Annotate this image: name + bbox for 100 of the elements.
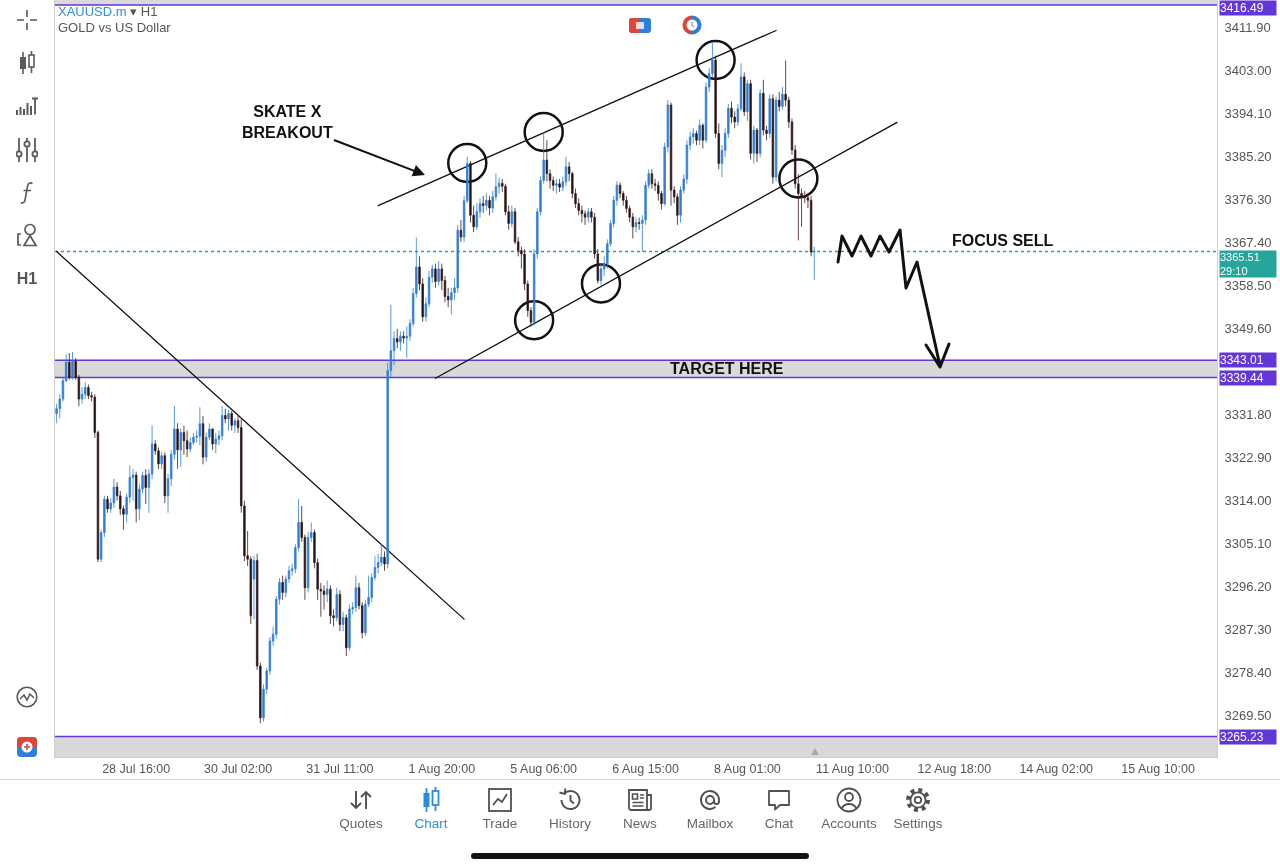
- candlestick: [112, 478, 116, 509]
- y-tick-label: 3376.30: [1224, 191, 1272, 207]
- candlestick: [338, 589, 342, 632]
- text: News: [622, 816, 658, 832]
- candlestick: [634, 217, 638, 233]
- annotation: SKATE X BREAKOUT: [242, 103, 333, 141]
- candlestick: [211, 427, 214, 451]
- text: Trade: [481, 816, 519, 832]
- candlestick: [558, 178, 561, 193]
- point: [778, 158, 819, 199]
- candlestick: [781, 86, 784, 111]
- point: [580, 263, 622, 304]
- x-tick-label: 14 Aug 02:00: [1019, 762, 1094, 776]
- candlestick: [106, 495, 109, 514]
- candlestick: [437, 260, 440, 286]
- candlestick: [396, 328, 399, 349]
- y-tick-label: 3349.60: [1224, 320, 1272, 336]
- candlestick: [329, 584, 332, 625]
- y-tick-label: 3411.90: [1224, 19, 1271, 35]
- candlestick: [758, 89, 762, 158]
- candlestick: [348, 604, 351, 651]
- y-tick-label: 3322.90: [1224, 450, 1272, 466]
- candlestick: [583, 210, 587, 226]
- candlestick: [179, 427, 182, 468]
- y-tick-label: 3287.30: [1224, 622, 1272, 638]
- candlestick: [87, 384, 90, 400]
- candlestick: [230, 410, 233, 431]
- x-tick-label: 31 Jul 11:00: [306, 762, 374, 776]
- candlestick: [354, 575, 358, 613]
- x-tick-label: 28 Jul 16:00: [102, 762, 171, 776]
- x-tick-label: 6 Aug 15:00: [612, 762, 679, 776]
- candlestick: [176, 422, 179, 470]
- ref-line-label: 3365.51 29:10: [1220, 251, 1260, 278]
- text: History: [548, 816, 592, 832]
- candlestick: [252, 555, 256, 620]
- text: GOLD vs US Dollar: [58, 20, 171, 35]
- candlestick: [201, 415, 205, 465]
- text: Accounts: [820, 816, 878, 832]
- chart-title: XAUUSD.m ▾ H1: [58, 4, 158, 19]
- candlestick: [281, 575, 284, 601]
- candlestick: [669, 102, 673, 206]
- candlestick: [650, 168, 654, 190]
- x-tick-label: 12 Aug 18:00: [917, 762, 992, 776]
- candlestick: [198, 406, 202, 446]
- candlestick: [399, 330, 402, 352]
- candlestick: [749, 79, 752, 161]
- candlestick: [768, 93, 771, 139]
- candlestick: [182, 425, 186, 456]
- candlestick: [135, 471, 138, 523]
- candlestick: [730, 101, 733, 124]
- candlestick: [163, 451, 167, 504]
- text: Chart: [413, 816, 449, 832]
- candlestick: [638, 217, 641, 231]
- candlestick: [131, 468, 135, 502]
- annotation: FOCUS SELL: [952, 232, 1054, 249]
- candlestick: [778, 91, 781, 112]
- x-tick-label: 1 Aug 20:00: [408, 762, 476, 776]
- point: [523, 111, 564, 153]
- x-tick-label: 30 Jul 02:00: [204, 762, 273, 776]
- y-tick-label: 3278.40: [1224, 665, 1272, 681]
- band-label: TARGET HERE: [670, 360, 784, 377]
- candlestick: [68, 352, 71, 381]
- candlestick: [701, 122, 705, 149]
- candlestick: [434, 263, 437, 289]
- candlestick: [214, 432, 217, 454]
- candlestick: [341, 611, 345, 632]
- candlestick: [555, 178, 558, 194]
- candlestick: [220, 405, 224, 441]
- y-tick-label: 3269.50: [1224, 708, 1272, 724]
- candlestick: [746, 79, 749, 122]
- y-tick-label: 3358.50: [1224, 277, 1272, 293]
- candlestick: [335, 587, 338, 622]
- candlestick: [482, 195, 485, 214]
- candlestick: [564, 156, 568, 187]
- candlestick: [233, 418, 237, 434]
- candlestick: [587, 207, 590, 223]
- candlestick: [71, 351, 74, 381]
- y-tick-label: 3305.10: [1224, 536, 1272, 552]
- y-tick-label: 3367.40: [1224, 234, 1272, 250]
- y-tick-label: 3394.10: [1224, 105, 1272, 121]
- candlestick: [475, 202, 478, 231]
- candlestick: [185, 430, 189, 458]
- candlestick: [762, 79, 765, 136]
- y-tick-label: 3403.00: [1224, 62, 1272, 78]
- candlestick: [698, 119, 701, 146]
- text: Settings: [892, 816, 944, 832]
- point: [447, 142, 488, 184]
- candlestick: [326, 580, 329, 603]
- candlestick: [485, 193, 488, 211]
- text: Quotes: [338, 816, 384, 832]
- y-tick-label: 3385.20: [1224, 148, 1272, 164]
- candlestick: [224, 408, 227, 424]
- candlestick: [80, 386, 84, 405]
- x-tick-label: 5 Aug 06:00: [510, 762, 578, 776]
- point: [695, 39, 736, 81]
- y-tick-label: 3296.20: [1224, 579, 1272, 595]
- point: [513, 299, 555, 341]
- ref-line-label: 3339.44: [1220, 371, 1264, 385]
- candlestick: [695, 130, 698, 146]
- ref-line-label: 3343.01: [1220, 353, 1264, 367]
